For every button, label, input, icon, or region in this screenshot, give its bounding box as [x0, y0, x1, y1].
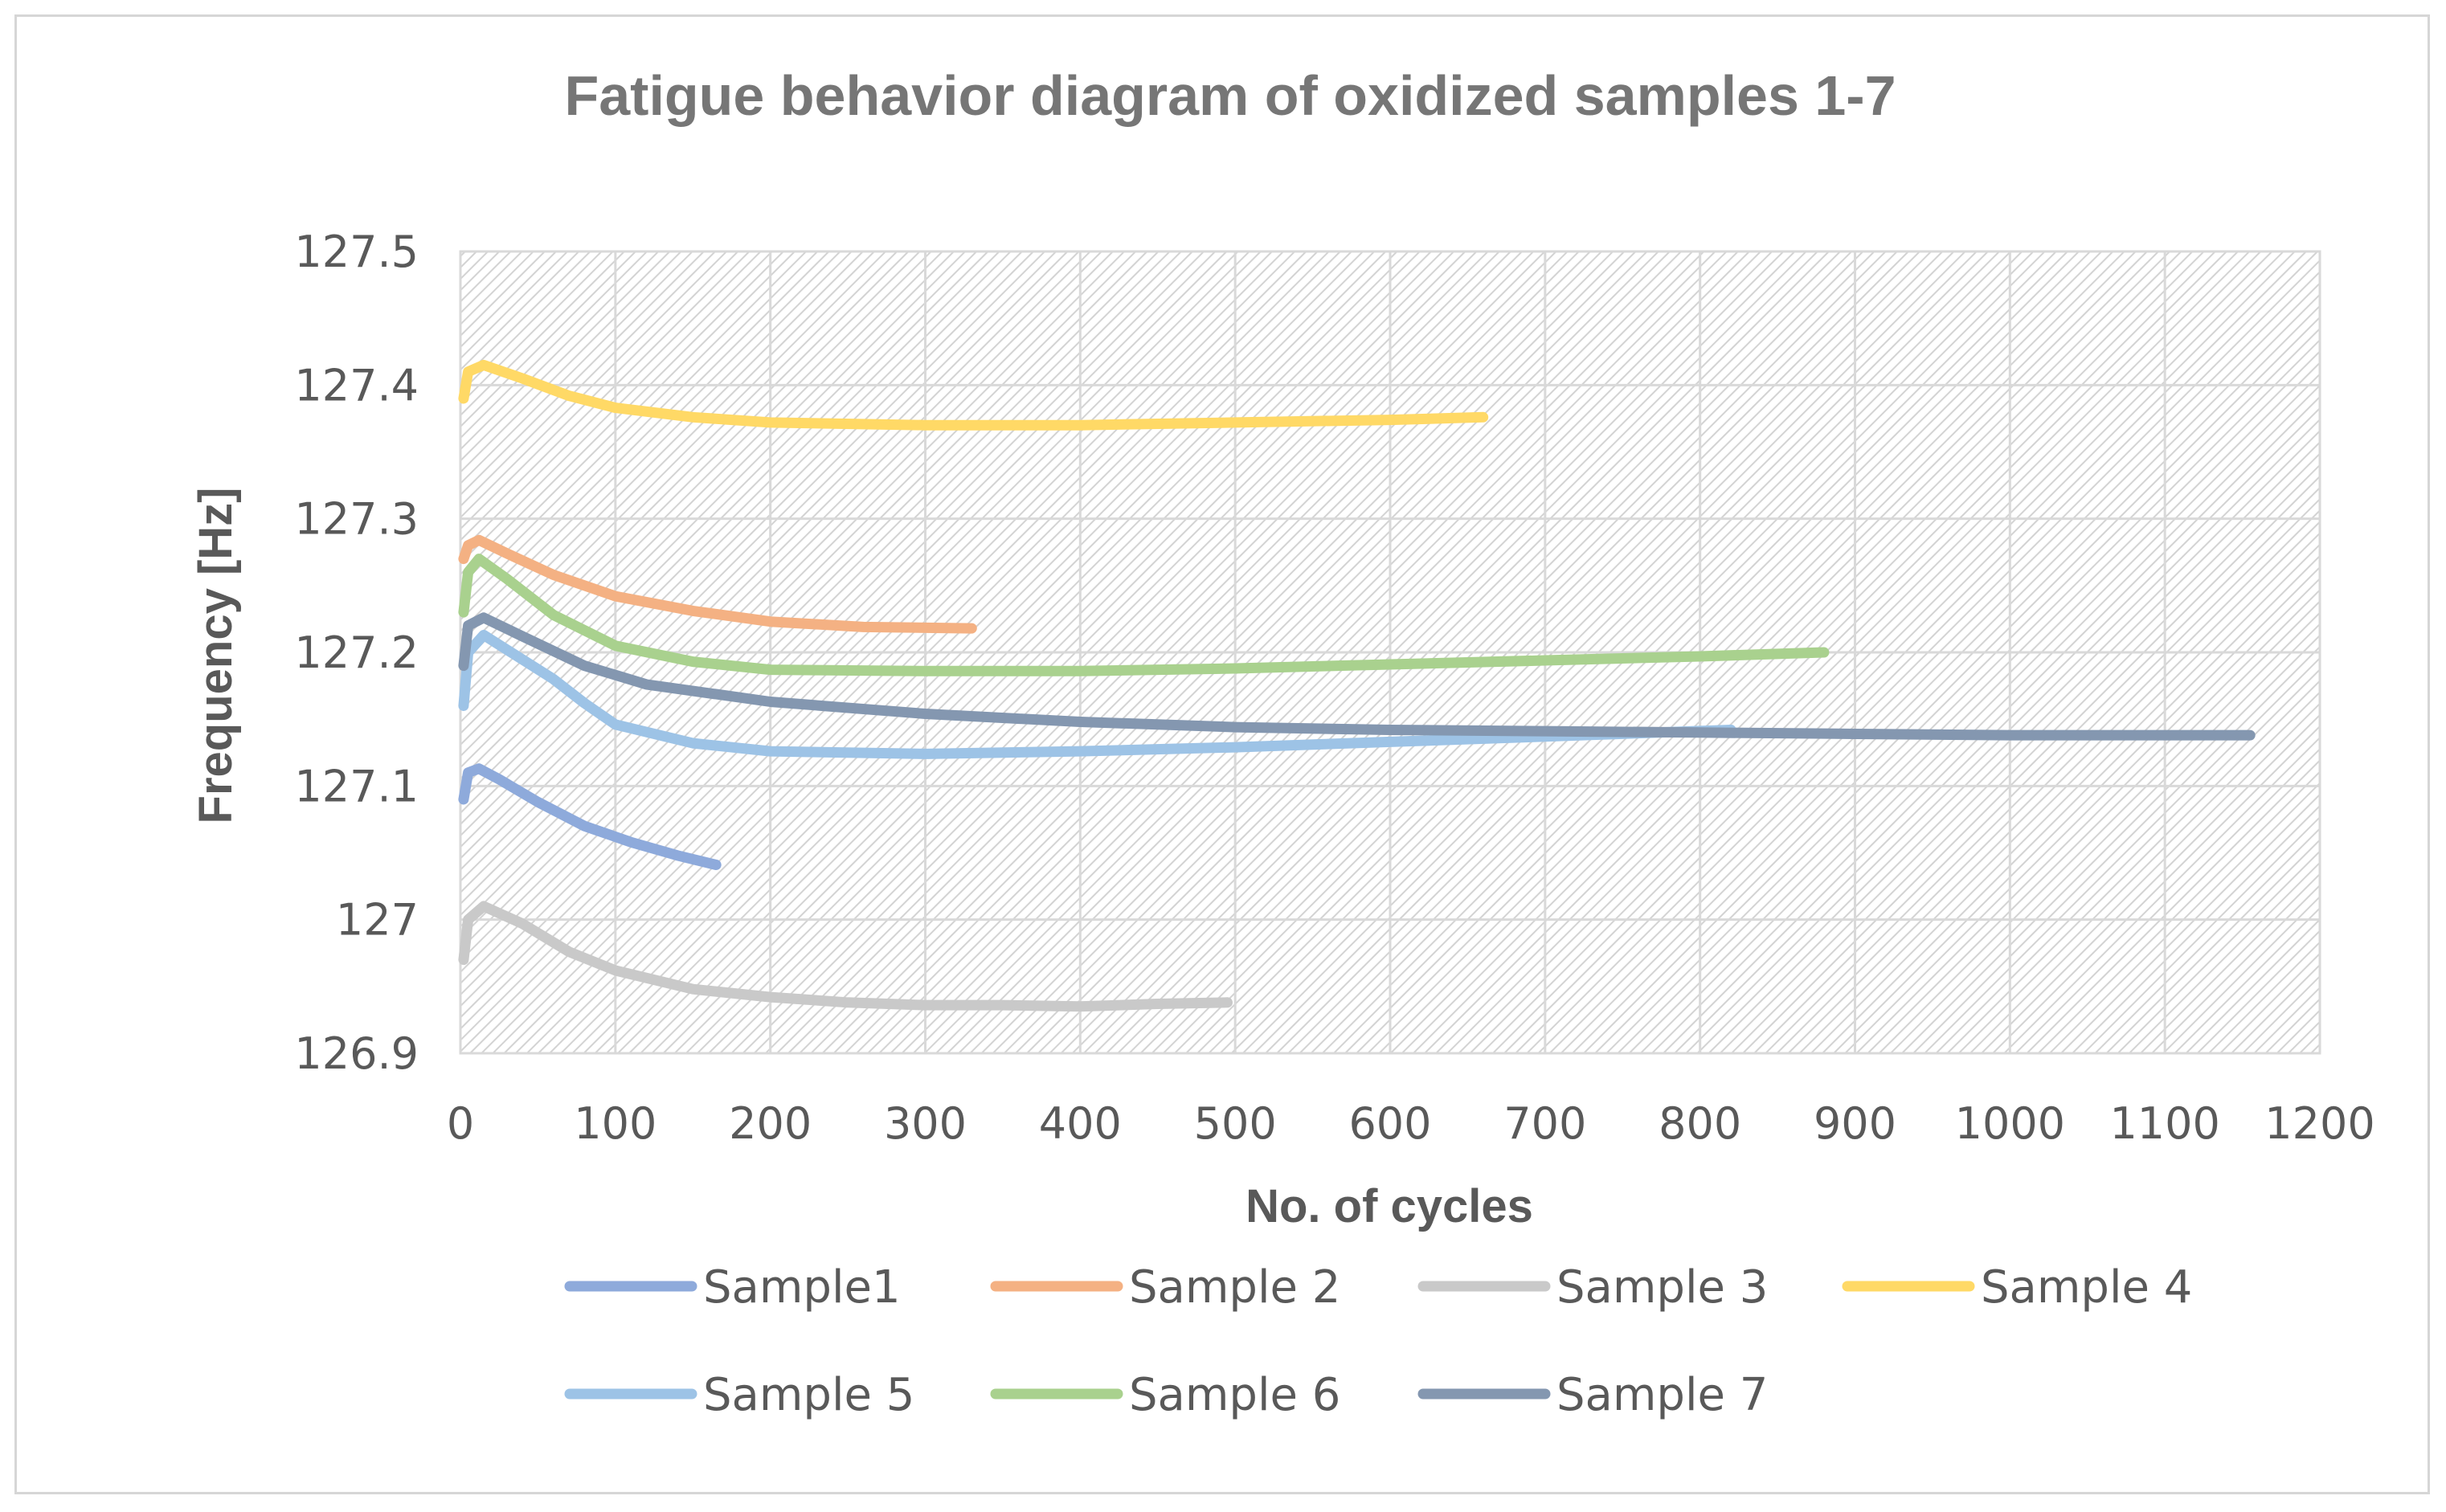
legend-label: Sample 6 [1129, 1369, 1340, 1421]
series-line-7 [458, 612, 2256, 741]
y-tick-label: 126.9 [294, 1028, 419, 1079]
legend-label: Sample 7 [1556, 1369, 1768, 1421]
y-tick-label: 127.1 [294, 761, 419, 811]
y-tick-label: 127.2 [294, 627, 419, 678]
x-tick-label: 900 [1814, 1098, 1896, 1149]
x-tick-label: 400 [1039, 1098, 1122, 1149]
series-line-4 [458, 359, 1489, 431]
y-tick-label: 127.5 [294, 227, 419, 277]
y-tick-label: 127.4 [294, 360, 419, 411]
x-tick-label: 700 [1503, 1098, 1586, 1149]
legend-label: Sample 4 [1981, 1261, 2192, 1314]
x-tick-label: 0 [447, 1098, 474, 1149]
x-tick-label: 200 [729, 1098, 812, 1149]
grid-lines [459, 250, 2321, 1055]
x-tick-label: 800 [1659, 1098, 1741, 1149]
x-axis-ticks: 0 100 200 300 400 500 600 700 800 900 1000 1100 1200 [447, 1098, 2375, 1149]
legend-label: Sample 3 [1556, 1261, 1768, 1314]
x-tick-label: 600 [1348, 1098, 1431, 1149]
legend-label: Sample1 [703, 1261, 901, 1314]
series-line-6 [458, 554, 1830, 676]
x-tick-label: 1100 [2109, 1098, 2219, 1149]
x-tick-label: 1000 [1955, 1098, 2065, 1149]
y-axis-ticks: 126.9 127 127.1 127.2 127.3 127.4 127.5 [294, 227, 419, 1079]
x-tick-label: 300 [884, 1098, 967, 1149]
y-axis-title: Frequency [Hz] [190, 488, 242, 824]
y-tick-label: 127 [336, 895, 419, 946]
legend-label: Sample 2 [1129, 1261, 1340, 1314]
chart-canvas: Fatigue behavior diagram of oxidized sam… [190, 64, 2375, 1421]
legend-label: Sample 5 [703, 1369, 914, 1421]
x-tick-label: 500 [1194, 1098, 1277, 1149]
series-line-5 [458, 629, 1736, 759]
x-tick-label: 100 [574, 1098, 656, 1149]
chart-title: Fatigue behavior diagram of oxidized sam… [564, 64, 1896, 127]
series-lines [458, 359, 2256, 1012]
x-axis-title: No. of cycles [1245, 1180, 1533, 1232]
chart-frame: Fatigue behavior diagram of oxidized sam… [14, 14, 2430, 1494]
y-tick-label: 127.3 [294, 494, 419, 545]
x-tick-label: 1200 [2264, 1098, 2374, 1149]
series-line-1 [458, 763, 722, 870]
legend: Sample1 Sample 2 Sample 3 Sample 4 Sample 5 S… [564, 1261, 2192, 1421]
series-line-2 [458, 534, 977, 634]
series-line-3 [458, 901, 1233, 1012]
